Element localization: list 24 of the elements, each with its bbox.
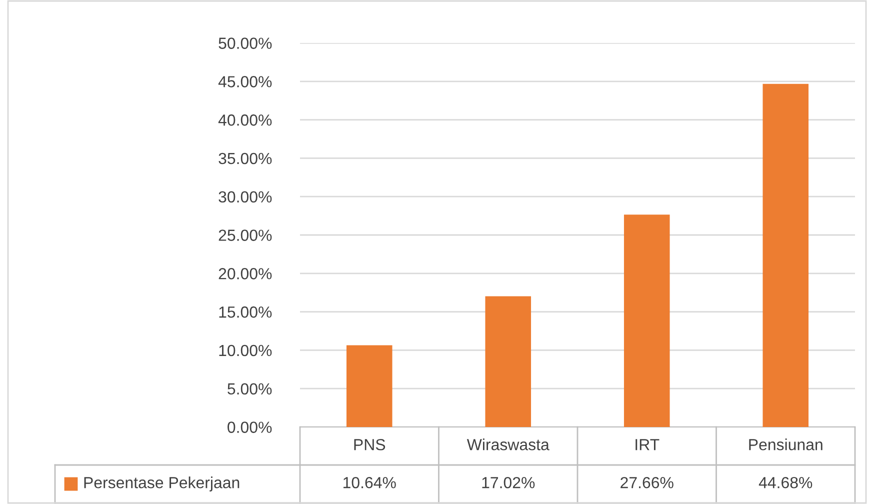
text: 17.02% — [482, 476, 535, 488]
bar — [762, 84, 809, 427]
bar — [485, 296, 532, 427]
text: 10.64% — [344, 476, 396, 488]
y-tick-label: 25.00% — [218, 230, 272, 241]
y-tick-label: 35.00% — [218, 152, 272, 164]
bar — [346, 345, 392, 427]
y-tick-label: 5.00% — [228, 383, 272, 395]
y-tick-label: 10.00% — [219, 344, 272, 356]
bar — [624, 214, 670, 427]
y-tick-label: 0.00% — [228, 422, 272, 433]
y-tick-label: 40.00% — [218, 114, 272, 126]
x-tick-label: IRT — [636, 439, 660, 450]
y-tick-label: 50.00% — [218, 38, 272, 49]
text: 44.68% — [758, 476, 812, 488]
text: 27.66% — [620, 476, 674, 488]
y-tick-label: 45.00% — [218, 76, 272, 88]
legend-label: Persentase Pekerjaan — [84, 476, 240, 492]
x-tick-label: Pensiunan — [749, 438, 822, 450]
y-tick-label: 15.00% — [219, 306, 272, 318]
x-tick-label: PNS — [354, 438, 386, 450]
y-tick-label: 30.00% — [218, 191, 272, 203]
y-tick-label: 20.00% — [218, 268, 272, 280]
x-tick-label: Wiraswasta — [466, 438, 550, 450]
